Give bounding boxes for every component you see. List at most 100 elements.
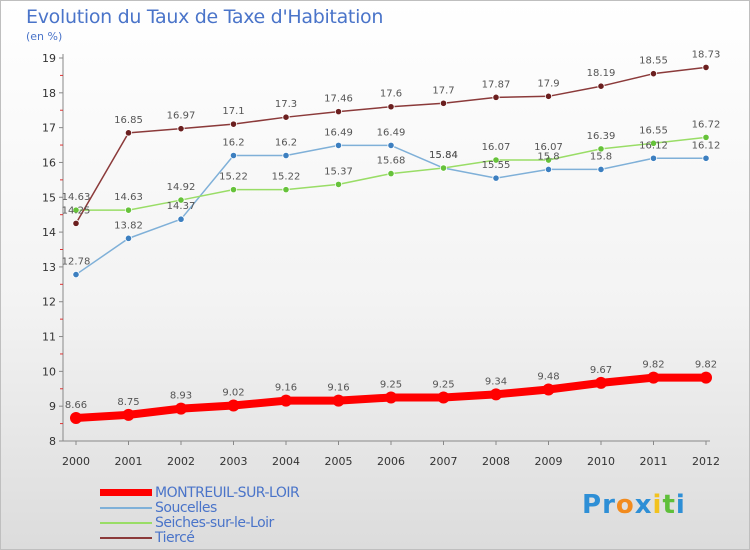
data-label-tierc-: 18.55: [639, 56, 668, 67]
data-label-tierc-: 17.6: [380, 89, 402, 100]
legend-swatch: [100, 506, 152, 509]
x-tick-label: 2004: [272, 455, 300, 468]
legend-item-tierc-: Tiercé: [100, 529, 299, 546]
data-label-soucelles: 15.55: [482, 160, 511, 171]
data-label-soucelles: 16.2: [275, 137, 297, 148]
data-label-montreuil-sur-loir: 9.67: [590, 365, 612, 376]
y-tick-label: 15: [42, 191, 56, 204]
data-label-soucelles: 14.37: [167, 201, 196, 212]
x-tick-label: 2012: [692, 455, 720, 468]
x-tick-label: 2008: [482, 455, 510, 468]
data-label-tierc-: 17.7: [432, 85, 454, 96]
data-point-montreuil-sur-loir: [542, 383, 555, 396]
y-tick-label: 14: [42, 226, 56, 239]
data-point-seiches-sur-le-loir: [492, 156, 500, 164]
data-label-montreuil-sur-loir: 9.16: [327, 383, 349, 394]
y-tick-label: 18: [42, 87, 56, 100]
data-label-montreuil-sur-loir: 9.82: [695, 360, 717, 371]
data-label-montreuil-sur-loir: 8.93: [170, 391, 192, 402]
logo-letter: t: [662, 490, 676, 520]
data-point-soucelles: [649, 154, 658, 162]
legend-label: Tiercé: [155, 529, 195, 546]
y-tick-label: 11: [42, 331, 56, 344]
data-point-tierc-: [229, 120, 238, 128]
data-point-soucelles: [229, 151, 238, 160]
data-point-seiches-sur-le-loir: [282, 186, 290, 194]
x-tick-label: 2005: [325, 455, 353, 468]
legend-swatch: [100, 536, 152, 539]
logo-letter: x: [634, 490, 653, 520]
data-point-seiches-sur-le-loir: [702, 133, 710, 141]
data-point-seiches-sur-le-loir: [72, 206, 80, 214]
data-point-montreuil-sur-loir: [700, 371, 712, 384]
data-label-tierc-: 16.85: [114, 115, 143, 126]
y-tick-label: 10: [42, 365, 56, 378]
data-label-tierc-: 17.87: [482, 79, 511, 90]
x-tick-label: 2011: [640, 455, 668, 468]
x-tick-label: 2002: [167, 455, 195, 468]
data-point-montreuil-sur-loir: [385, 391, 397, 404]
y-tick-label: 17: [42, 122, 56, 135]
data-label-seiches-sur-le-loir: 16.55: [639, 125, 668, 136]
data-label-montreuil-sur-loir: 9.25: [432, 379, 454, 390]
data-label-montreuil-sur-loir: 9.48: [537, 371, 559, 382]
logo-letter: o: [615, 490, 635, 520]
data-label-tierc-: 17.3: [275, 99, 297, 110]
legend-swatch: [100, 521, 152, 524]
legend-item-soucelles: Soucelles: [100, 499, 299, 516]
data-point-soucelles: [334, 141, 343, 149]
x-tick-label: 2001: [115, 455, 143, 468]
data-point-tierc-: [282, 113, 290, 121]
data-label-soucelles: 16.49: [377, 127, 406, 138]
data-label-seiches-sur-le-loir: 14.63: [114, 192, 143, 203]
proxiti-logo: Proxiti: [582, 490, 686, 520]
data-label-seiches-sur-le-loir: 15.22: [272, 172, 301, 183]
x-tick-label: 2000: [62, 455, 90, 468]
legend-label: Soucelles: [155, 499, 217, 516]
data-point-soucelles: [544, 165, 553, 174]
data-point-soucelles: [177, 215, 185, 223]
data-label-seiches-sur-le-loir: 16.72: [692, 119, 721, 130]
data-point-soucelles: [702, 154, 710, 162]
data-point-montreuil-sur-loir: [280, 394, 292, 407]
data-point-tierc-: [439, 99, 448, 107]
data-label-montreuil-sur-loir: 9.34: [485, 376, 507, 387]
data-point-seiches-sur-le-loir: [439, 164, 448, 172]
data-point-seiches-sur-le-loir: [597, 145, 605, 153]
data-label-tierc-: 14.25: [62, 205, 91, 216]
data-label-montreuil-sur-loir: 9.82: [642, 360, 664, 371]
data-label-montreuil-sur-loir: 8.75: [117, 397, 139, 408]
data-point-seiches-sur-le-loir: [229, 186, 238, 194]
data-point-seiches-sur-le-loir: [124, 206, 133, 214]
data-label-tierc-: 17.9: [537, 78, 559, 89]
data-point-tierc-: [492, 93, 500, 101]
data-point-tierc-: [177, 125, 185, 133]
data-label-soucelles: 12.78: [62, 257, 91, 268]
data-point-tierc-: [124, 129, 133, 137]
data-point-tierc-: [387, 103, 395, 111]
data-label-seiches-sur-le-loir: 16.07: [482, 142, 511, 153]
legend-item-seiches-sur-le-loir: Seiches-sur-le-Loir: [100, 514, 299, 531]
data-point-montreuil-sur-loir: [647, 371, 660, 384]
chart-unit-label: (en %): [26, 30, 63, 43]
data-point-soucelles: [387, 141, 395, 149]
legend-label: Seiches-sur-le-Loir: [155, 514, 274, 531]
data-label-seiches-sur-le-loir: 14.63: [62, 192, 91, 203]
data-label-soucelles: 16.49: [324, 127, 353, 138]
data-label-seiches-sur-le-loir: 16.39: [587, 131, 616, 142]
data-label-seiches-sur-le-loir: 15.84: [429, 150, 458, 161]
data-label-montreuil-sur-loir: 8.66: [65, 400, 87, 411]
y-tick-label: 16: [42, 156, 56, 169]
data-label-soucelles: 16.2: [222, 137, 244, 148]
y-tick-label: 13: [42, 261, 56, 274]
data-label-soucelles: 16.12: [692, 140, 721, 151]
y-tick-label: 9: [49, 400, 56, 413]
x-tick-label: 2003: [220, 455, 248, 468]
data-label-tierc-: 17.46: [324, 94, 353, 105]
data-label-montreuil-sur-loir: 9.02: [222, 387, 244, 398]
data-label-montreuil-sur-loir: 9.16: [275, 383, 297, 394]
data-point-seiches-sur-le-loir: [387, 169, 395, 178]
data-label-seiches-sur-le-loir: 15.68: [377, 156, 406, 167]
data-label-seiches-sur-le-loir: 15.37: [324, 166, 353, 177]
data-label-seiches-sur-le-loir: 16.07: [534, 142, 563, 153]
